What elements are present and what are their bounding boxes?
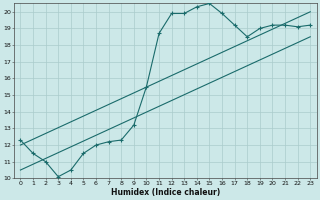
X-axis label: Humidex (Indice chaleur): Humidex (Indice chaleur) [111, 188, 220, 197]
